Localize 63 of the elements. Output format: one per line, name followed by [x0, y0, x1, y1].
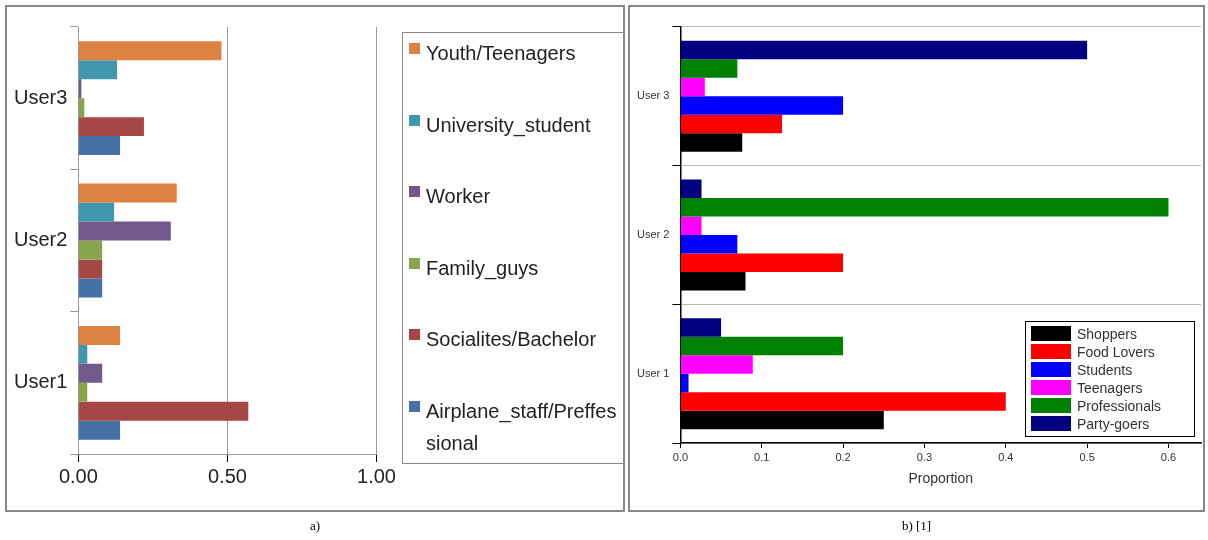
x-tick-label: 0.0 [672, 450, 689, 463]
bar [680, 179, 702, 199]
bar [78, 136, 121, 156]
legend-label: Airplane_staff/Preffessional [426, 398, 617, 456]
legend-label: University_student [426, 112, 591, 139]
bar [78, 278, 103, 298]
bar [680, 77, 705, 97]
bar [680, 216, 702, 235]
bar [680, 373, 689, 393]
bar [78, 420, 121, 440]
legend-label: Worker [426, 184, 491, 210]
x-tick-label: 0.5 [1079, 450, 1095, 463]
legend-label: Youth/Teenagers [426, 41, 576, 66]
x-tick-label: 0.3 [916, 450, 933, 463]
bar [78, 221, 171, 241]
bar [78, 325, 121, 345]
bar [78, 401, 249, 421]
text: a) [308, 518, 322, 534]
bar [78, 240, 103, 260]
x-tick-label: 0.6 [1160, 450, 1177, 463]
legend-label: Party-goers [1077, 415, 1150, 433]
bar [78, 41, 222, 61]
bar [680, 355, 753, 374]
legend-label: Socialites/Bachelor [426, 327, 597, 353]
x-tick-label: 0.00 [58, 464, 98, 487]
bar [680, 318, 722, 337]
x-tick-label: 1.00 [357, 464, 397, 487]
bar [78, 183, 177, 203]
x-tick-label: 0.1 [754, 450, 770, 463]
y-tick-label: User 1 [636, 366, 670, 379]
bar [78, 98, 85, 118]
y-tick-label: User 2 [636, 228, 670, 241]
legend-label: Shoppers [1077, 325, 1137, 343]
bar [78, 202, 115, 222]
bar [680, 253, 844, 272]
legend-label: Family_guys [426, 255, 539, 282]
x-tick-label: 0.50 [207, 464, 247, 487]
legend-label: Students [1077, 361, 1133, 379]
y-tick-label: User1 [13, 370, 68, 393]
bar [78, 117, 144, 137]
bar [680, 336, 844, 356]
x-tick-label: 0.4 [998, 450, 1014, 463]
bar [680, 198, 1169, 217]
y-tick-label: User 3 [636, 89, 670, 102]
legend-label: Teenagers [1077, 379, 1143, 397]
legend-label: Food Lovers [1077, 343, 1155, 361]
text: b) [1] [900, 518, 933, 534]
bar [78, 363, 103, 383]
bar [78, 344, 88, 364]
bar [78, 382, 88, 402]
bar [680, 40, 1088, 60]
bar [680, 392, 1006, 411]
y-tick-label: User2 [13, 228, 68, 251]
bar [680, 114, 783, 134]
bar [78, 60, 118, 80]
x-tick-label: 0.2 [835, 450, 851, 463]
bar [680, 235, 738, 254]
legend-label: Professionals [1077, 397, 1162, 415]
bar [680, 96, 844, 115]
bar [78, 259, 103, 279]
y-tick-label: User3 [13, 85, 68, 108]
bar [680, 59, 738, 78]
x-axis-title: Proportion [908, 470, 973, 487]
